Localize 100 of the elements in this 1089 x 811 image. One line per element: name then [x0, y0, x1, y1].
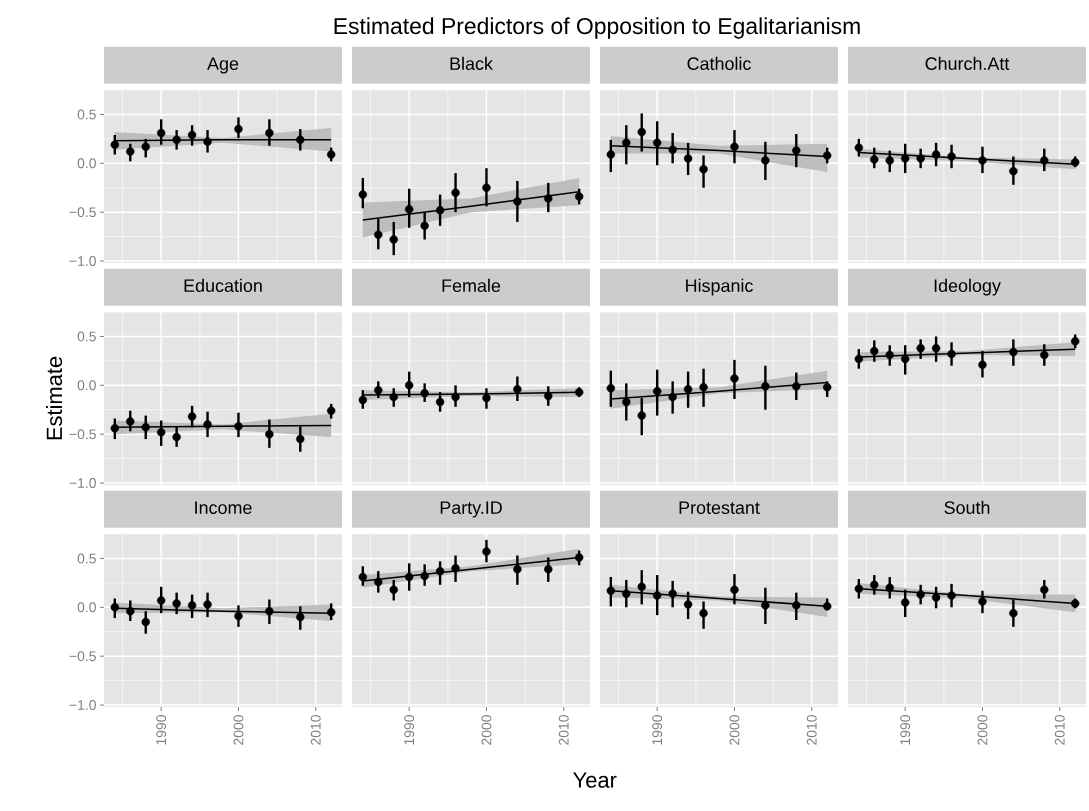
x-tick-label: 1990	[404, 715, 415, 745]
point	[870, 155, 879, 164]
point	[389, 235, 398, 244]
point	[265, 607, 274, 616]
point	[1040, 585, 1049, 594]
chart-title: Black	[450, 56, 493, 70]
point	[947, 152, 956, 161]
point	[854, 354, 864, 364]
chart-title: Ideology	[934, 278, 1001, 296]
point	[203, 137, 212, 146]
point	[326, 406, 336, 415]
point	[574, 192, 584, 201]
y-tick-label: 0.0	[77, 158, 96, 169]
y-tick-label: 0.0	[77, 602, 96, 613]
point	[234, 124, 243, 134]
point	[126, 147, 135, 156]
point	[900, 154, 910, 163]
chart-title: Age	[207, 57, 239, 74]
point	[374, 230, 383, 239]
point	[234, 422, 243, 431]
chart-title: Income	[195, 501, 252, 514]
point	[544, 565, 553, 574]
x-tick-label: 2010	[806, 715, 817, 745]
point	[156, 128, 166, 138]
x-tick-label: 1990	[900, 715, 911, 745]
point	[358, 572, 368, 582]
point	[482, 183, 491, 192]
x-tick-label: 2000	[729, 715, 740, 745]
point	[203, 420, 212, 429]
point	[637, 127, 646, 137]
y-tick-label: 0.0	[77, 380, 96, 391]
point	[668, 392, 677, 402]
x-tick-label: 1990	[156, 715, 167, 745]
point	[606, 384, 616, 393]
chart-title: Hispanic	[686, 278, 753, 296]
point	[699, 164, 708, 174]
point	[637, 582, 646, 591]
point	[172, 135, 181, 145]
point	[451, 188, 460, 197]
x-tick-label: 2010	[558, 715, 569, 745]
point	[187, 130, 197, 140]
y-tick-label: −0.5	[69, 207, 96, 218]
point	[761, 156, 770, 165]
x-tick-label: 2000	[481, 715, 492, 745]
point	[451, 564, 460, 573]
x-tick-label: 1990	[652, 715, 663, 745]
x-tick-label: 2010	[1054, 715, 1065, 745]
point	[730, 142, 739, 151]
point	[172, 432, 181, 442]
point	[683, 385, 693, 394]
point	[435, 397, 445, 407]
point	[730, 374, 739, 383]
chart-title: Education	[184, 278, 262, 292]
point	[482, 393, 491, 403]
point	[265, 128, 274, 138]
chart-title: South	[944, 500, 990, 514]
point	[420, 571, 429, 581]
point	[513, 197, 522, 206]
point	[203, 600, 212, 609]
point	[1009, 166, 1018, 176]
point	[172, 599, 181, 608]
chart-title: Female	[442, 278, 501, 292]
point	[822, 151, 832, 160]
point	[141, 617, 150, 627]
y-axis-title: Estimate	[46, 356, 63, 440]
point	[730, 585, 739, 594]
point	[683, 154, 693, 163]
point	[126, 607, 135, 616]
point	[1040, 156, 1049, 165]
point	[792, 146, 801, 155]
point	[435, 206, 445, 215]
y-tick-label: −0.5	[69, 429, 96, 440]
point	[389, 585, 398, 594]
point	[622, 589, 631, 598]
point	[870, 580, 879, 590]
point	[435, 566, 445, 576]
chart-title: Protestant	[679, 501, 760, 514]
y-tick-label: 0.5	[77, 331, 96, 342]
point	[141, 423, 150, 432]
y-tick-label: 0.5	[77, 553, 96, 564]
point	[916, 154, 925, 163]
point	[156, 428, 166, 437]
point	[822, 602, 832, 611]
point	[513, 385, 522, 394]
y-tick-label: −1.0	[69, 478, 96, 488]
point	[1009, 347, 1018, 357]
point	[420, 221, 429, 231]
point	[296, 612, 305, 622]
point	[358, 190, 368, 199]
point	[885, 350, 894, 360]
y-tick-label: 0.5	[77, 109, 96, 120]
point	[761, 601, 770, 610]
point	[699, 383, 708, 392]
point	[947, 349, 956, 359]
point	[389, 392, 398, 402]
point	[652, 138, 662, 147]
point	[1009, 608, 1018, 618]
point	[451, 392, 460, 402]
point	[544, 194, 553, 203]
point	[374, 577, 383, 587]
